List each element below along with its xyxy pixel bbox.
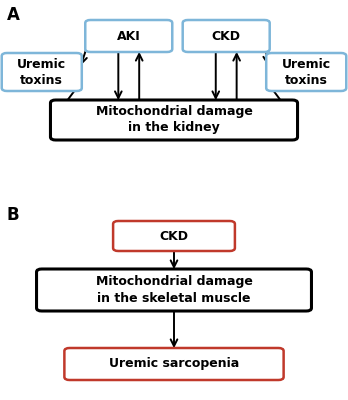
Text: Mitochondrial damage
in the skeletal muscle: Mitochondrial damage in the skeletal mus… (96, 276, 252, 304)
Text: CKD: CKD (159, 230, 189, 242)
Text: Uremic
toxins: Uremic toxins (282, 58, 331, 86)
FancyBboxPatch shape (64, 348, 284, 380)
FancyBboxPatch shape (50, 100, 298, 140)
Text: Uremic sarcopenia: Uremic sarcopenia (109, 358, 239, 370)
Text: Mitochondrial damage
in the kidney: Mitochondrial damage in the kidney (96, 106, 252, 134)
Text: CKD: CKD (212, 30, 241, 42)
FancyBboxPatch shape (37, 269, 311, 311)
FancyBboxPatch shape (183, 20, 270, 52)
FancyBboxPatch shape (85, 20, 172, 52)
Text: Uremic
toxins: Uremic toxins (17, 58, 66, 86)
FancyBboxPatch shape (2, 53, 82, 91)
FancyBboxPatch shape (113, 221, 235, 251)
Text: A: A (7, 6, 20, 24)
Text: AKI: AKI (117, 30, 141, 42)
Text: B: B (7, 206, 19, 224)
FancyBboxPatch shape (266, 53, 346, 91)
